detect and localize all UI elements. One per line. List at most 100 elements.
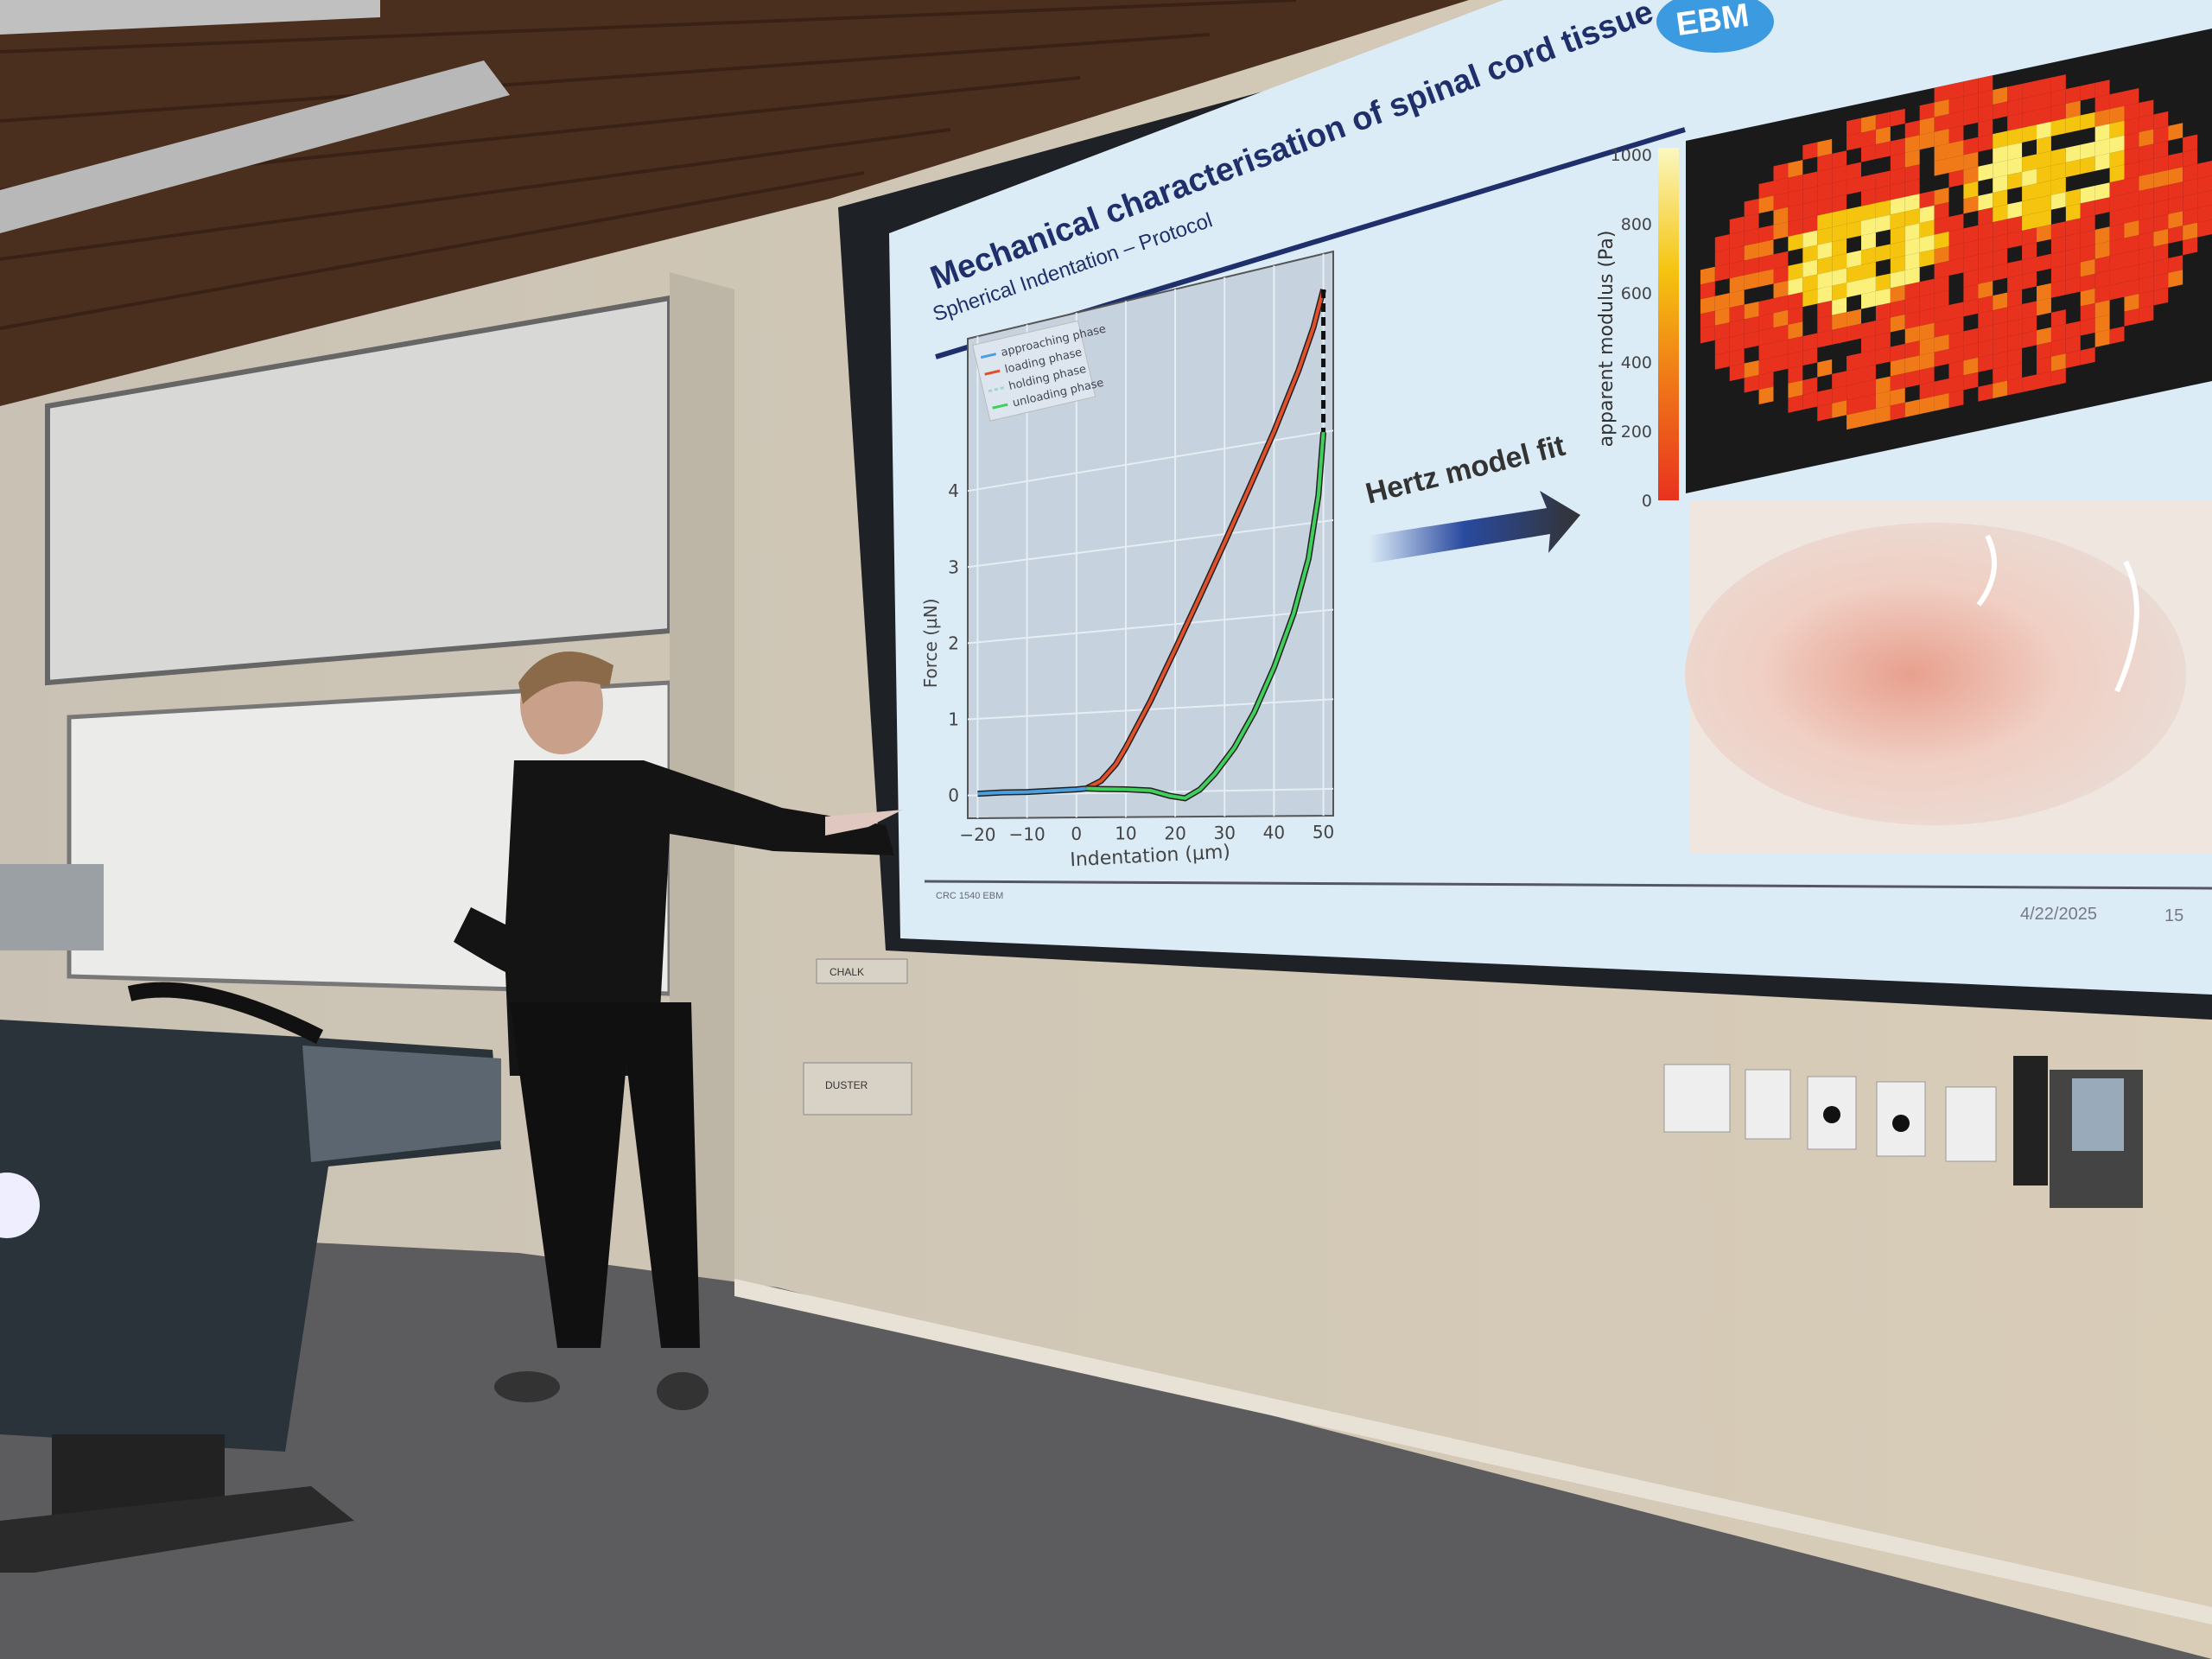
slide-date: 4/22/2025 bbox=[2020, 905, 2097, 924]
heatmap-cell bbox=[1729, 275, 1745, 294]
heatmap-cell bbox=[2065, 188, 2081, 207]
heatmap-cell bbox=[1890, 240, 1905, 259]
legend-box bbox=[972, 320, 1096, 422]
y-tick-label: 1 bbox=[948, 709, 959, 729]
heatmap-cell bbox=[1904, 399, 1920, 417]
gridline-y bbox=[967, 608, 1334, 645]
heatmap-cell bbox=[2197, 175, 2212, 194]
heatmap-cell bbox=[1729, 348, 1745, 367]
heatmap-cell bbox=[1758, 327, 1774, 346]
heatmap-cell bbox=[1758, 357, 1774, 375]
heatmap-cell bbox=[1847, 220, 1861, 239]
heatmap-cell bbox=[2065, 115, 2081, 134]
colorbar bbox=[1658, 148, 1679, 500]
heatmap-cell bbox=[1875, 332, 1891, 351]
phone-handset[interactable] bbox=[2013, 1056, 2048, 1185]
control-panel[interactable] bbox=[1663, 1064, 1731, 1133]
heatmap-cell bbox=[1890, 196, 1905, 215]
heatmap-cell bbox=[1904, 311, 1920, 329]
heatmap-cell bbox=[1700, 310, 1715, 329]
heatmap-cell bbox=[1978, 90, 1993, 108]
colorbar-label: apparent modulus (Pa) bbox=[1596, 231, 1618, 448]
heatmap-cell bbox=[1963, 327, 1979, 346]
volume-knob[interactable] bbox=[1823, 1106, 1840, 1123]
heatmap-cell bbox=[1890, 152, 1905, 171]
footer-rule bbox=[924, 880, 2212, 890]
heatmap-cell bbox=[1729, 245, 1745, 264]
heatmap-cell bbox=[1700, 325, 1715, 344]
heatmap-cell bbox=[2050, 148, 2066, 166]
colorbar-tick-label: 600 bbox=[1621, 284, 1652, 303]
heatmap-cell bbox=[2153, 125, 2169, 144]
computer-monitor[interactable] bbox=[0, 864, 104, 950]
heatmap-cell bbox=[1773, 309, 1789, 328]
heatmap-cell bbox=[2065, 232, 2081, 251]
heatmap-cell bbox=[2007, 230, 2023, 249]
heatmap-cell bbox=[1948, 375, 1964, 393]
heatmap-cell bbox=[1788, 277, 1803, 296]
heatmap-cell bbox=[1773, 207, 1789, 226]
baseboard bbox=[734, 1279, 2212, 1624]
heatmap-cell bbox=[2022, 374, 2037, 392]
heatmap-cell bbox=[2007, 215, 2023, 234]
heatmap-cell bbox=[1773, 280, 1789, 299]
heatmap-cell bbox=[1729, 260, 1745, 279]
heatmap-cell bbox=[2007, 259, 2023, 278]
heatmap-cell bbox=[2109, 208, 2125, 227]
wall-plate bbox=[1745, 1069, 1791, 1140]
heatmap-cell bbox=[2080, 156, 2095, 175]
heatmap-cell bbox=[2007, 377, 2023, 396]
heatmap-cell bbox=[2065, 100, 2081, 119]
heatmap-cell bbox=[1948, 346, 1964, 364]
heatmap-cell bbox=[1861, 350, 1876, 368]
heatmap-cell bbox=[1934, 276, 1949, 294]
heatmap-cell bbox=[1963, 372, 1979, 391]
heatmap-cell bbox=[1847, 308, 1861, 327]
spinal-cord-section bbox=[1685, 523, 2186, 825]
heatmap-cell bbox=[2094, 124, 2110, 142]
heatmap-cell bbox=[1904, 179, 1920, 197]
heatmap-cell bbox=[1758, 313, 1774, 331]
heatmap-cell bbox=[2109, 194, 2125, 213]
heatmap-cell bbox=[1919, 131, 1935, 150]
heatmap-cell bbox=[1861, 130, 1876, 148]
heatmap-cell bbox=[1978, 237, 1993, 255]
heatmap-cell bbox=[1861, 365, 1876, 383]
heatmap-cell bbox=[1758, 342, 1774, 360]
heatmap-cell bbox=[1714, 322, 1730, 340]
heatmap-cell bbox=[1847, 118, 1861, 137]
heatmap-cell bbox=[1890, 167, 1905, 186]
heatmap-cell bbox=[2080, 302, 2095, 321]
heatmap-cell bbox=[1847, 323, 1861, 342]
heatmap-cell bbox=[1948, 213, 1964, 232]
heatmap-cell bbox=[1948, 96, 1964, 114]
heatmap-cell bbox=[2007, 200, 2023, 219]
phone-screen bbox=[2072, 1078, 2124, 1151]
heatmap-cell bbox=[2139, 305, 2154, 324]
heatmap-cell bbox=[1729, 319, 1745, 338]
legend-swatch bbox=[992, 403, 1008, 410]
duster-holder bbox=[803, 1062, 912, 1116]
heatmap-cell bbox=[2037, 150, 2051, 169]
heatmap-cell bbox=[1744, 359, 1759, 378]
heatmap-cell bbox=[2007, 98, 2023, 117]
volume-knob[interactable] bbox=[1892, 1115, 1910, 1132]
heatmap-cell bbox=[1875, 273, 1891, 292]
heatmap-cell bbox=[2109, 282, 2125, 301]
heatmap-cell bbox=[1890, 343, 1905, 362]
heatmap-cell bbox=[2022, 271, 2037, 289]
colorbar-ticks: 0 200 400 600 800 1000 bbox=[1611, 146, 1652, 511]
heatmap-cell bbox=[1978, 340, 1993, 358]
heatmap-cell bbox=[1904, 355, 1920, 373]
heatmap-cell bbox=[2139, 143, 2154, 162]
heatmap-cell bbox=[1919, 381, 1935, 400]
heatmap-cell bbox=[1847, 397, 1861, 416]
heatmap-cell bbox=[1993, 233, 2008, 252]
heatmap-cell bbox=[1993, 380, 2008, 399]
heatmap-cell bbox=[1963, 151, 1979, 170]
heatmap-cell bbox=[2197, 219, 2212, 238]
heatmap-cell bbox=[1934, 143, 1949, 162]
heatmap-cell bbox=[2109, 252, 2125, 271]
heatmap-cell bbox=[2007, 333, 2023, 352]
heatmap-cell bbox=[1948, 331, 1964, 349]
